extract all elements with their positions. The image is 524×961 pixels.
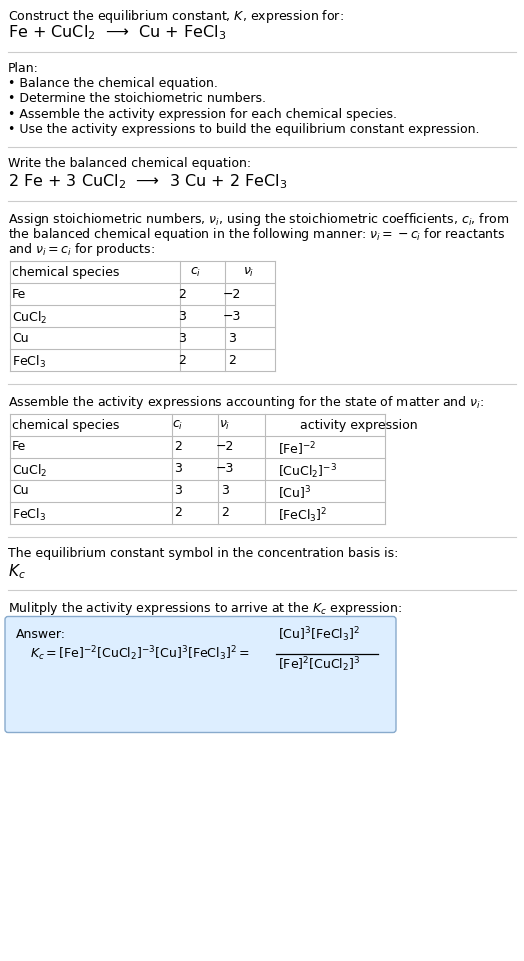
Text: chemical species: chemical species <box>12 418 119 431</box>
Text: [Cu]$^3$: [Cu]$^3$ <box>278 484 311 502</box>
Text: • Determine the stoichiometric numbers.: • Determine the stoichiometric numbers. <box>8 92 266 106</box>
Text: −2: −2 <box>223 288 241 301</box>
Text: Cu: Cu <box>12 332 29 345</box>
Text: $[\mathrm{Cu}]^3[\mathrm{FeCl}_3]^2$: $[\mathrm{Cu}]^3[\mathrm{FeCl}_3]^2$ <box>278 625 360 644</box>
Text: $c_i$: $c_i$ <box>190 266 202 279</box>
Text: $K_c = [\mathrm{Fe}]^{-2}[\mathrm{CuCl}_2]^{-3}[\mathrm{Cu}]^3[\mathrm{FeCl}_3]^: $K_c = [\mathrm{Fe}]^{-2}[\mathrm{CuCl}_… <box>30 644 250 663</box>
Text: Assign stoichiometric numbers, $\nu_i$, using the stoichiometric coefficients, $: Assign stoichiometric numbers, $\nu_i$, … <box>8 210 509 228</box>
Text: 2: 2 <box>174 440 182 454</box>
Text: Fe: Fe <box>12 440 26 454</box>
Text: Mulitply the activity expressions to arrive at the $K_c$ expression:: Mulitply the activity expressions to arr… <box>8 600 402 617</box>
Text: Fe + CuCl$_2$  ⟶  Cu + FeCl$_3$: Fe + CuCl$_2$ ⟶ Cu + FeCl$_3$ <box>8 23 226 42</box>
Text: [Fe]$^{-2}$: [Fe]$^{-2}$ <box>278 440 316 458</box>
Text: 3: 3 <box>221 484 229 498</box>
Text: [FeCl$_3$]$^2$: [FeCl$_3$]$^2$ <box>278 506 328 526</box>
Text: and $\nu_i = c_i$ for products:: and $\nu_i = c_i$ for products: <box>8 241 155 259</box>
FancyBboxPatch shape <box>5 617 396 732</box>
Text: Cu: Cu <box>12 484 29 498</box>
Text: Assemble the activity expressions accounting for the state of matter and $\nu_i$: Assemble the activity expressions accoun… <box>8 394 484 411</box>
Text: 2: 2 <box>178 288 186 301</box>
Text: The equilibrium constant symbol in the concentration basis is:: The equilibrium constant symbol in the c… <box>8 547 398 559</box>
Text: Write the balanced chemical equation:: Write the balanced chemical equation: <box>8 157 251 170</box>
Text: 2: 2 <box>221 506 229 520</box>
Text: 2: 2 <box>228 354 236 367</box>
Text: 2: 2 <box>178 354 186 367</box>
Text: $K_c$: $K_c$ <box>8 562 26 580</box>
Text: 3: 3 <box>178 310 186 323</box>
Text: CuCl$_2$: CuCl$_2$ <box>12 310 48 326</box>
Text: $\nu_i$: $\nu_i$ <box>220 418 231 431</box>
Text: [CuCl$_2$]$^{-3}$: [CuCl$_2$]$^{-3}$ <box>278 462 337 481</box>
Text: FeCl$_3$: FeCl$_3$ <box>12 506 46 523</box>
Text: Fe: Fe <box>12 288 26 301</box>
Text: −3: −3 <box>216 462 234 476</box>
Text: 2 Fe + 3 CuCl$_2$  ⟶  3 Cu + 2 FeCl$_3$: 2 Fe + 3 CuCl$_2$ ⟶ 3 Cu + 2 FeCl$_3$ <box>8 173 288 191</box>
Text: $c_i$: $c_i$ <box>172 418 183 431</box>
Text: −2: −2 <box>216 440 234 454</box>
Text: the balanced chemical equation in the following manner: $\nu_i = -c_i$ for react: the balanced chemical equation in the fo… <box>8 226 506 243</box>
Text: CuCl$_2$: CuCl$_2$ <box>12 462 48 479</box>
Text: −3: −3 <box>223 310 241 323</box>
Text: • Balance the chemical equation.: • Balance the chemical equation. <box>8 77 218 90</box>
Text: Construct the equilibrium constant, $K$, expression for:: Construct the equilibrium constant, $K$,… <box>8 8 344 25</box>
Text: Plan:: Plan: <box>8 62 39 75</box>
Text: • Use the activity expressions to build the equilibrium constant expression.: • Use the activity expressions to build … <box>8 124 479 136</box>
Text: 2: 2 <box>174 506 182 520</box>
Text: $\nu_i$: $\nu_i$ <box>243 266 255 279</box>
Text: $[\mathrm{Fe}]^2[\mathrm{CuCl}_2]^3$: $[\mathrm{Fe}]^2[\mathrm{CuCl}_2]^3$ <box>278 655 361 675</box>
Text: activity expression: activity expression <box>300 418 418 431</box>
Text: 3: 3 <box>178 332 186 345</box>
Text: 3: 3 <box>228 332 236 345</box>
Text: 3: 3 <box>174 462 182 476</box>
Text: 3: 3 <box>174 484 182 498</box>
Text: FeCl$_3$: FeCl$_3$ <box>12 354 46 370</box>
Text: Answer:: Answer: <box>16 628 66 640</box>
Text: chemical species: chemical species <box>12 266 119 279</box>
Text: • Assemble the activity expression for each chemical species.: • Assemble the activity expression for e… <box>8 108 397 121</box>
